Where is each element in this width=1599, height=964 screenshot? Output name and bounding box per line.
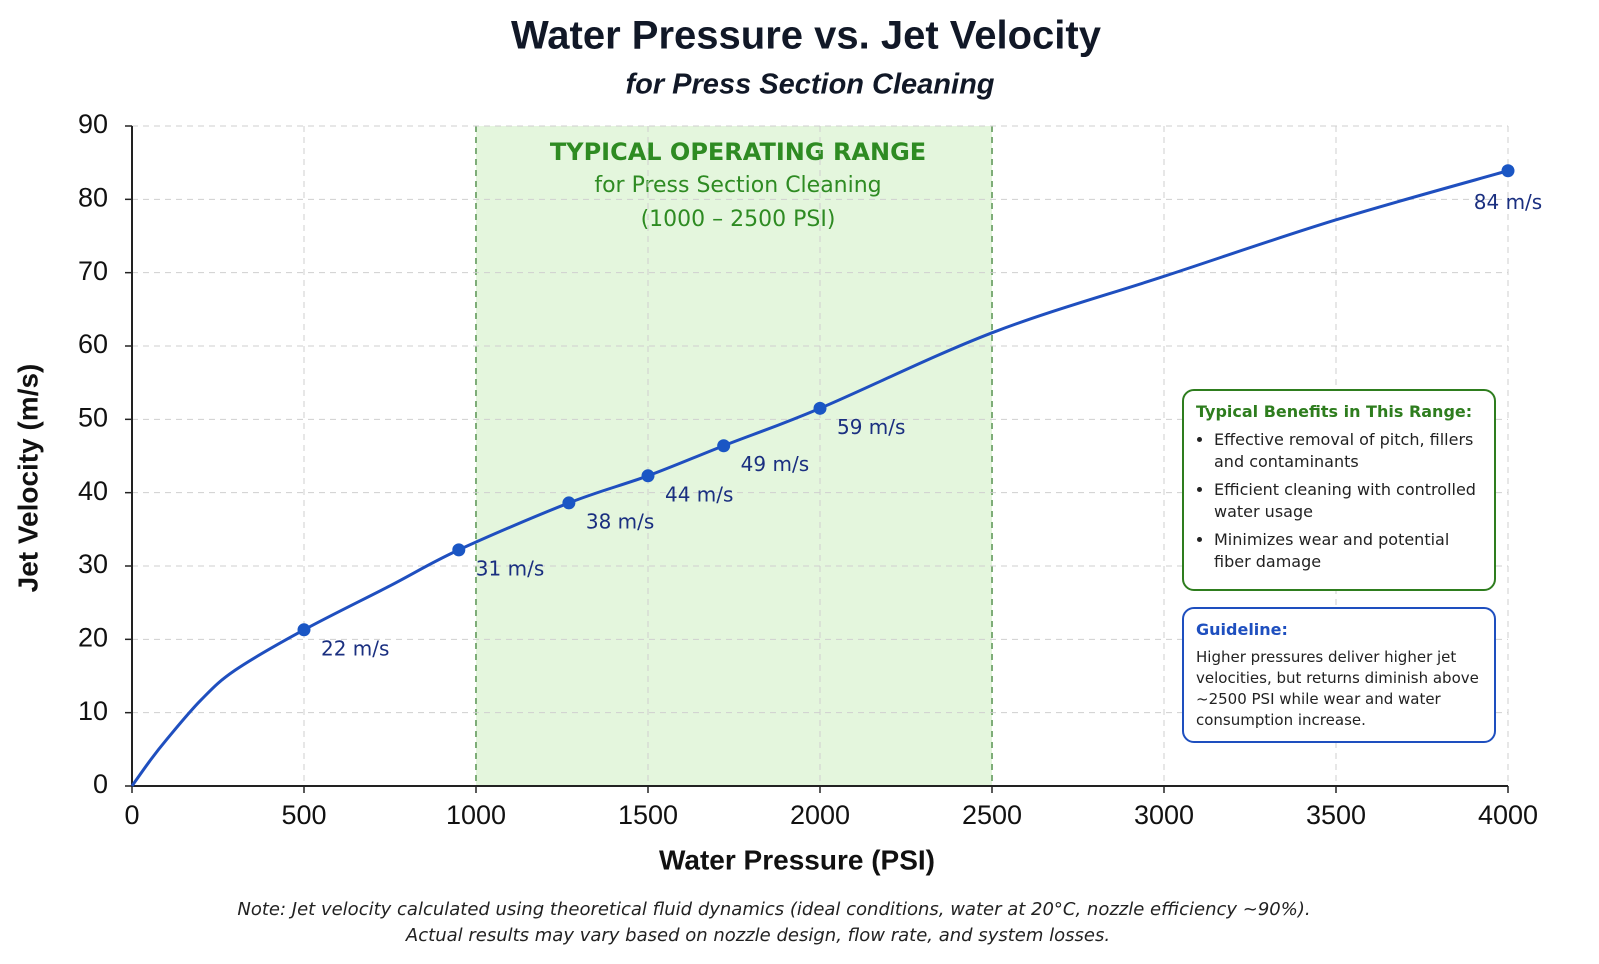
y-tick-label: 40: [78, 476, 108, 506]
point-annotation: 31 m/s: [476, 556, 544, 580]
y-axis-label: Jet Velocity (m/s): [12, 364, 43, 593]
x-tick-label: 500: [281, 800, 326, 830]
chart-title: Water Pressure vs. Jet Velocity: [511, 14, 1102, 58]
note: Actual results may vary based on nozzle …: [405, 925, 1110, 946]
point-annotation: 44 m/s: [665, 482, 733, 506]
x-tick-label: 3000: [1134, 800, 1194, 830]
y-tick-label: 60: [78, 329, 108, 359]
x-tick-label: 0: [124, 800, 139, 830]
x-tick-label: 4000: [1478, 800, 1538, 830]
benefit-item: Efficient cleaning with controlled water…: [1214, 479, 1482, 523]
data-point: [297, 623, 311, 637]
y-tick-label: 70: [78, 256, 108, 286]
y-tick-label: 10: [78, 696, 108, 726]
benefits-box: Typical Benefits in This Range: Effectiv…: [1182, 389, 1496, 591]
y-tick-label: 20: [78, 622, 108, 652]
data-point: [562, 496, 576, 510]
point-annotation: 49 m/s: [741, 452, 809, 476]
y-tick-label: 30: [78, 549, 108, 579]
point-annotation: 38 m/s: [586, 509, 654, 533]
range-band: [476, 126, 992, 786]
point-annotation: 22 m/s: [321, 636, 389, 660]
range-label: (1000 – 2500 PSI): [641, 207, 836, 232]
y-tick-label: 0: [93, 769, 108, 799]
x-tick-label: 1500: [618, 800, 678, 830]
point-annotation: 84 m/s: [1474, 190, 1542, 214]
velocity-curve: [130, 169, 1509, 787]
benefits-list: Effective removal of pitch, fillers and …: [1196, 429, 1482, 573]
benefit-item: Effective removal of pitch, fillers and …: [1214, 429, 1482, 473]
guideline-text: Higher pressures deliver higher jet velo…: [1196, 648, 1479, 729]
benefits-title: Typical Benefits in This Range:: [1196, 402, 1473, 421]
x-tick-label: 3500: [1306, 800, 1366, 830]
x-tick-label: 1000: [446, 800, 506, 830]
data-point: [1501, 164, 1515, 178]
point-annotation: 59 m/s: [837, 415, 905, 439]
benefit-item: Minimizes wear and potential fiber damag…: [1214, 529, 1482, 573]
guideline-box: Guideline: Higher pressures deliver high…: [1182, 607, 1496, 743]
data-point: [717, 439, 731, 453]
data-point: [641, 469, 655, 483]
guideline-title: Guideline:: [1196, 620, 1288, 639]
x-tick-label: 2000: [790, 800, 850, 830]
range-title: TYPICAL OPERATING RANGE: [550, 138, 926, 166]
x-tick-label: 2500: [962, 800, 1022, 830]
x-axis-label: Water Pressure (PSI): [659, 844, 935, 875]
chart-subtitle: for Press Section Cleaning: [625, 69, 994, 101]
range-subtitle: for Press Section Cleaning: [594, 173, 881, 198]
data-point: [452, 543, 466, 557]
data-point: [813, 401, 827, 415]
y-tick-label: 80: [78, 182, 108, 212]
y-tick-label: 90: [78, 109, 108, 139]
note: Note: Jet velocity calculated using theo…: [237, 899, 1310, 920]
y-tick-label: 50: [78, 402, 108, 432]
